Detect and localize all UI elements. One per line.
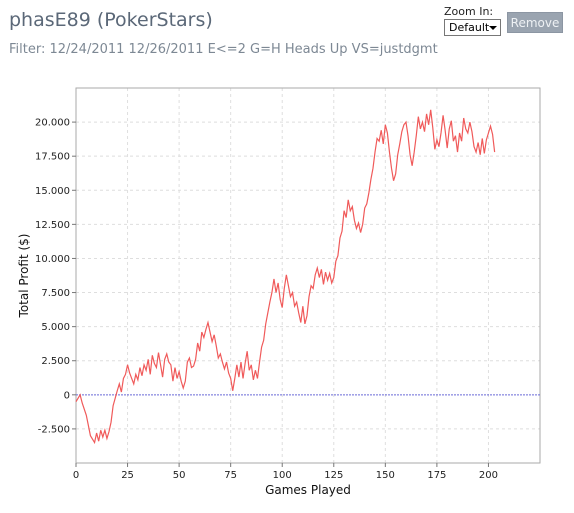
x-tick-label: 200 [479, 470, 498, 481]
x-tick-label: 125 [324, 470, 343, 481]
y-tick-label: 5.000 [41, 322, 70, 333]
axes: 0 25 50 75 100 125 150 175 200 -2.500 0 2.500 5.000 7… [35, 118, 498, 481]
y-tick-label: 7.500 [41, 288, 70, 299]
plot-area [75, 87, 541, 464]
x-tick-label: 0 [73, 470, 79, 481]
y-axis-label: Total Profit ($) [17, 234, 31, 319]
y-tick-label: 10.000 [35, 254, 70, 265]
y-tick-label: 20.000 [35, 118, 70, 129]
x-tick-label: 25 [121, 470, 134, 481]
page-title: phasE89 (PokerStars) [9, 9, 213, 31]
remove-button[interactable]: Remove [507, 12, 563, 33]
y-tick-label: 0 [64, 390, 70, 401]
profit-series-line [75, 109, 496, 445]
x-tick-label: 75 [224, 470, 237, 481]
x-tick-label: 50 [173, 470, 186, 481]
zoom-label: Zoom In: [444, 5, 494, 18]
y-tick-label: -2.500 [38, 424, 70, 435]
zoom-select[interactable]: Default [444, 19, 501, 36]
x-tick-label: 175 [427, 470, 446, 481]
filter-description: Filter: 12/24/2011 12/26/2011 E<=2 G=H H… [9, 42, 438, 57]
y-tick-label: 15.000 [35, 186, 70, 197]
x-tick-label: 100 [273, 470, 292, 481]
y-tick-label: 12.500 [35, 220, 70, 231]
zoom-select-value: Default [449, 21, 490, 34]
chevron-down-icon [489, 26, 497, 30]
y-tick-label: 17.500 [35, 152, 70, 163]
grid [75, 88, 540, 463]
x-tick-label: 150 [376, 470, 395, 481]
y-tick-label: 2.500 [41, 356, 70, 367]
x-axis-label: Games Played [265, 483, 351, 497]
